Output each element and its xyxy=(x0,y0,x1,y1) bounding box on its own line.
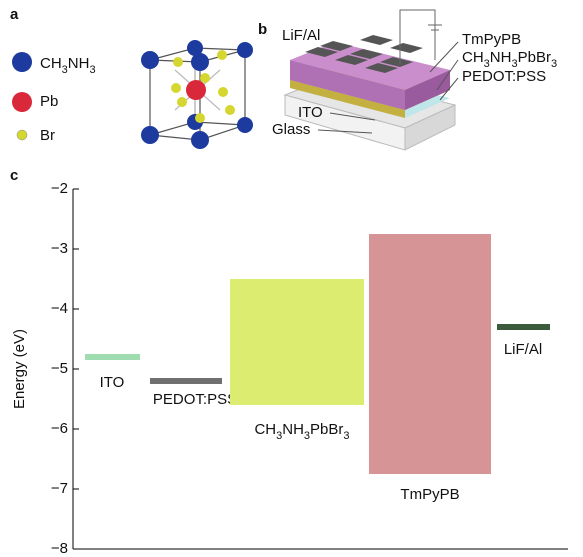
y-tick-label: −3 xyxy=(51,240,68,257)
series-label: ITO xyxy=(100,374,125,391)
layer-label: ITO xyxy=(298,104,323,121)
y-tick-label: −5 xyxy=(51,360,68,377)
layer-label: TmPyPB xyxy=(462,31,521,48)
y-tick-label: −8 xyxy=(51,540,68,557)
layer-label: LiF/Al xyxy=(282,27,320,44)
y-tick-label: −2 xyxy=(51,180,68,197)
legend-label: Pb xyxy=(40,93,58,110)
layer-label: PEDOT:PSS xyxy=(462,68,546,85)
energy-band xyxy=(230,279,364,405)
layer-label: Glass xyxy=(272,121,310,138)
y-tick-label: −4 xyxy=(51,300,68,317)
legend-swatch xyxy=(12,52,32,72)
legend-label: CH3NH3 xyxy=(40,55,96,76)
energy-level xyxy=(150,378,222,384)
series-label: TmPyPB xyxy=(400,486,459,503)
figure: a CH3NH3 Pb Br b xyxy=(0,0,583,557)
legend-swatch xyxy=(17,130,27,140)
y-axis-label: Energy (eV) xyxy=(11,329,28,409)
series-label: PEDOT:PSS xyxy=(153,391,237,408)
energy-band xyxy=(369,234,491,474)
crystal-atoms xyxy=(141,40,253,149)
series-label: CH3NH3PbBr3 xyxy=(254,421,349,442)
y-tick-label: −7 xyxy=(51,480,68,497)
panel-label: a xyxy=(10,6,19,23)
legend-label: Br xyxy=(40,127,55,144)
energy-level xyxy=(497,324,550,330)
legend-swatch xyxy=(12,92,32,112)
y-tick-label: −6 xyxy=(51,420,68,437)
layer-label: CH3NH3PbBr3 xyxy=(462,49,557,70)
panel-label: b xyxy=(258,21,267,38)
panel-label: c xyxy=(10,167,18,184)
series-label: LiF/Al xyxy=(504,341,542,358)
energy-level xyxy=(85,354,140,360)
